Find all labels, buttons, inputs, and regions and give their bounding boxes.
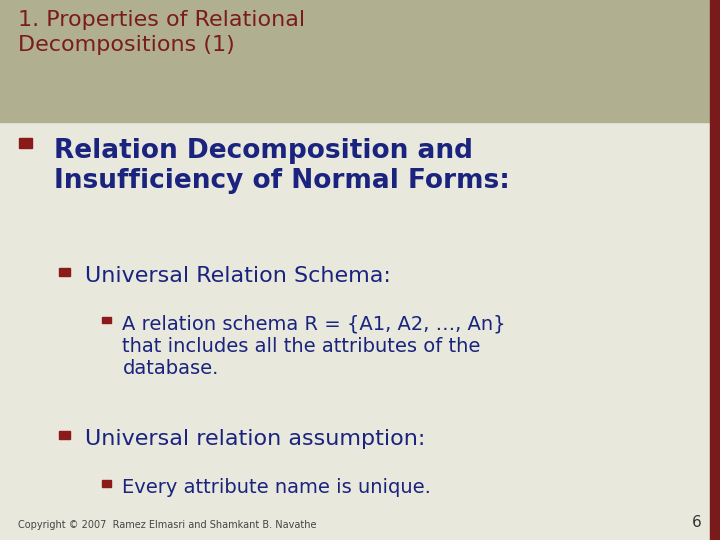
Bar [0,0,720,122]
Bar [102,317,111,323]
Text: Every attribute name is unique.: Every attribute name is unique. [122,478,431,497]
Bar [19,138,32,148]
Text: Copyright © 2007  Ramez Elmasri and Shamkant B. Navathe: Copyright © 2007 Ramez Elmasri and Shamk… [18,520,317,530]
Bar [59,268,70,275]
Bar [102,480,111,487]
Text: 6: 6 [692,515,702,530]
Text: A relation schema R = {A1, A2, …, An}
that includes all the attributes of the
da: A relation schema R = {A1, A2, …, An} th… [122,315,506,378]
Text: Relation Decomposition and
Insufficiency of Normal Forms:: Relation Decomposition and Insufficiency… [54,138,510,194]
Bar [710,0,720,540]
Text: Universal Relation Schema:: Universal Relation Schema: [85,266,391,286]
Bar [59,431,70,438]
Text: Universal relation assumption:: Universal relation assumption: [85,429,426,449]
Text: 1. Properties of Relational
Decompositions (1): 1. Properties of Relational Decompositio… [18,10,305,55]
